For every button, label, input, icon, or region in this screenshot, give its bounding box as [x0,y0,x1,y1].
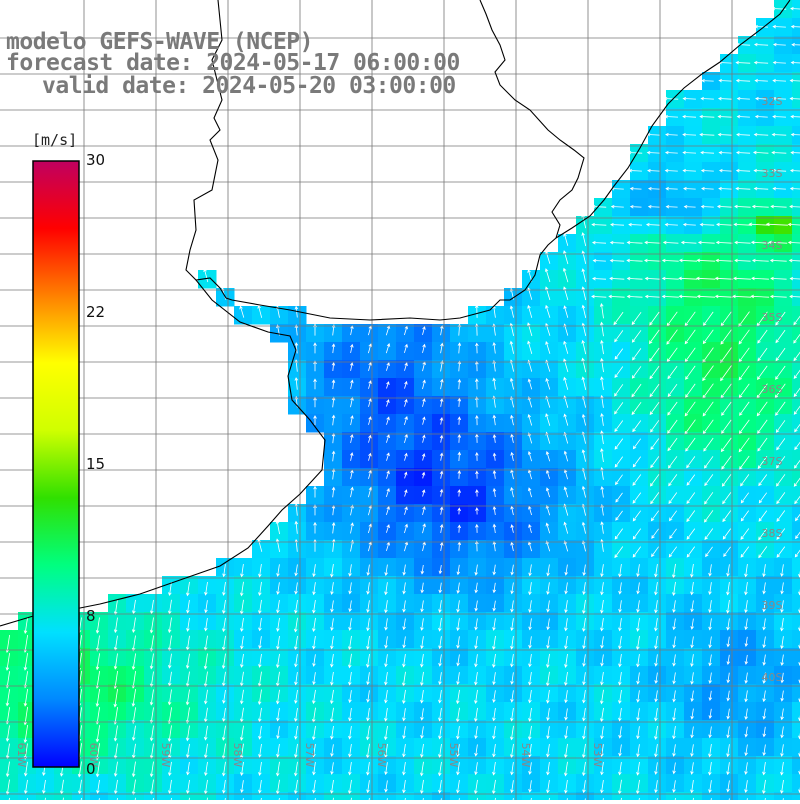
map-title-forecast-date: forecast date: 2024-05-17 06:00:00 [6,52,460,75]
latitude-label: 37S [762,455,783,468]
wind-cell [792,558,800,577]
latitude-label: 35S [762,311,783,324]
latitude-label: 34S [762,239,783,252]
latitude-label: 40S [762,671,783,684]
map-title-valid-date: valid date: 2024-05-20 03:00:00 [42,75,456,98]
colorbar-tick-15: 15 [86,455,105,473]
latitude-label: 36S [762,383,783,396]
latitude-label: 38S [762,527,783,540]
wind-cell [792,792,800,800]
latitude-label: 32S [762,95,783,108]
longitude-label: 53W [591,743,604,768]
colorbar-gradient [33,161,79,767]
longitude-label: 57W [303,743,316,768]
colorbar-tick-22: 22 [86,303,105,321]
colorbar-units: [m/s] [32,131,77,149]
colorbar [33,161,79,767]
colorbar-tick-8: 8 [86,607,96,625]
longitude-label: 59W [159,743,172,768]
longitude-label: 54W [519,743,532,768]
colorbar-tick-min: 0 [86,760,96,778]
longitude-label: 56W [375,743,388,768]
latitude-label: 33S [762,167,783,180]
colorbar-tick-max: 30 [86,151,105,169]
longitude-label: 58W [231,743,244,768]
latitude-label: 39S [762,599,783,612]
wind-cell [792,666,800,685]
longitude-label: 55W [447,743,460,768]
wind-cell [792,648,800,667]
longitude-label: 61W [15,743,28,768]
wind-cell [612,468,631,487]
